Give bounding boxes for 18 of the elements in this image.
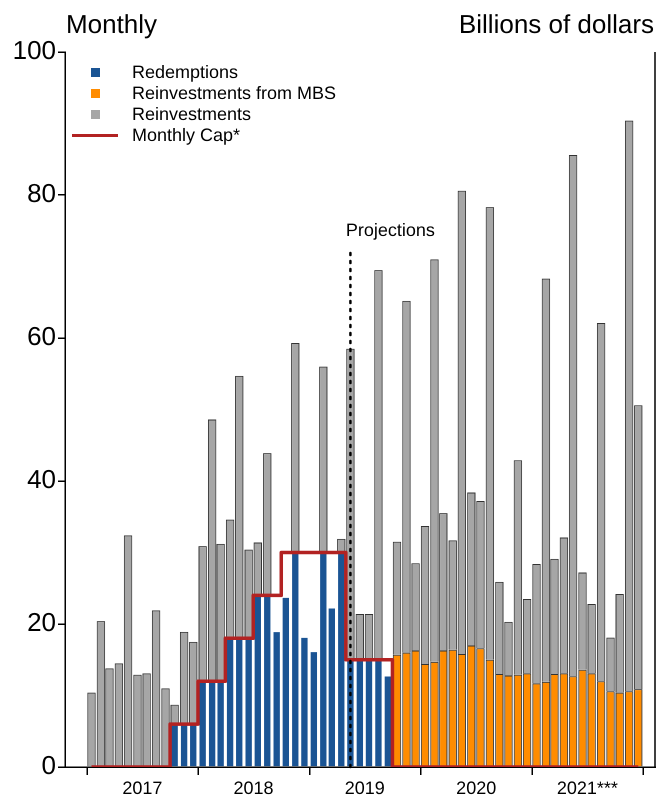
y-tick-label: 0 xyxy=(42,750,56,780)
legend-label: Monthly Cap* xyxy=(132,125,240,146)
x-tick-label: 2017 xyxy=(122,778,162,798)
y-axis-title: Billions of dollars xyxy=(458,8,654,40)
ref-line-label: Projections xyxy=(346,220,435,240)
y-tick-label: 100 xyxy=(12,35,56,66)
y-tick-label: 60 xyxy=(27,321,56,352)
legend-label: Reinvestments from MBS xyxy=(132,83,336,104)
y-tick-label: 40 xyxy=(27,464,56,494)
x-tick-label: 2019 xyxy=(344,778,385,798)
y-tick-label: 80 xyxy=(27,178,56,208)
y-tick-label: 20 xyxy=(27,607,56,638)
chart-subtitle: Monthly xyxy=(66,8,158,40)
x-tick-label: 2018 xyxy=(234,778,274,798)
legend-label: Reinvestments xyxy=(132,104,252,125)
legend-label: Redemptions xyxy=(132,62,238,83)
x-tick-label: 2021*** xyxy=(556,778,618,798)
x-tick-label: 2020 xyxy=(456,778,496,798)
